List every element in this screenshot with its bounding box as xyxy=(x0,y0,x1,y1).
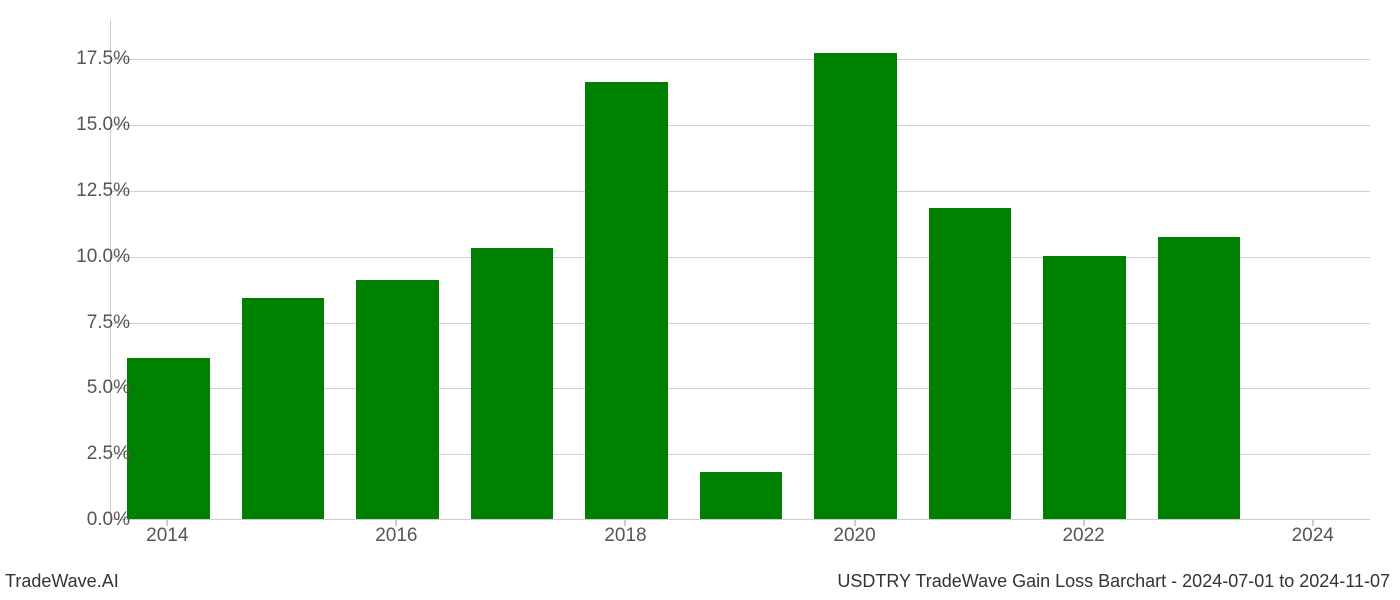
footer-left-brand: TradeWave.AI xyxy=(5,571,119,592)
x-tick-label: 2020 xyxy=(833,525,875,547)
y-tick-label: 15.0% xyxy=(50,114,130,136)
gridline xyxy=(111,59,1370,60)
bar xyxy=(929,208,1011,519)
gridline xyxy=(111,191,1370,192)
bar xyxy=(585,82,667,519)
bar xyxy=(814,53,896,519)
y-tick-label: 5.0% xyxy=(50,377,130,399)
bar xyxy=(700,472,782,519)
y-tick-label: 12.5% xyxy=(50,180,130,202)
y-tick-label: 7.5% xyxy=(50,312,130,334)
x-tick-label: 2022 xyxy=(1062,525,1104,547)
bar xyxy=(1043,256,1125,519)
y-tick-label: 0.0% xyxy=(50,509,130,531)
y-tick-label: 17.5% xyxy=(50,48,130,70)
y-tick-label: 2.5% xyxy=(50,443,130,465)
x-tick-label: 2014 xyxy=(146,525,188,547)
x-tick-label: 2016 xyxy=(375,525,417,547)
plot-area xyxy=(110,20,1370,520)
x-tick-label: 2024 xyxy=(1292,525,1334,547)
footer-right-caption: USDTRY TradeWave Gain Loss Barchart - 20… xyxy=(837,571,1390,592)
bar xyxy=(242,298,324,519)
bar xyxy=(127,358,209,519)
chart-container xyxy=(110,20,1370,550)
bar xyxy=(1158,237,1240,519)
bar xyxy=(471,248,553,519)
y-tick-label: 10.0% xyxy=(50,246,130,268)
gridline xyxy=(111,125,1370,126)
bar xyxy=(356,280,438,519)
x-tick-label: 2018 xyxy=(604,525,646,547)
